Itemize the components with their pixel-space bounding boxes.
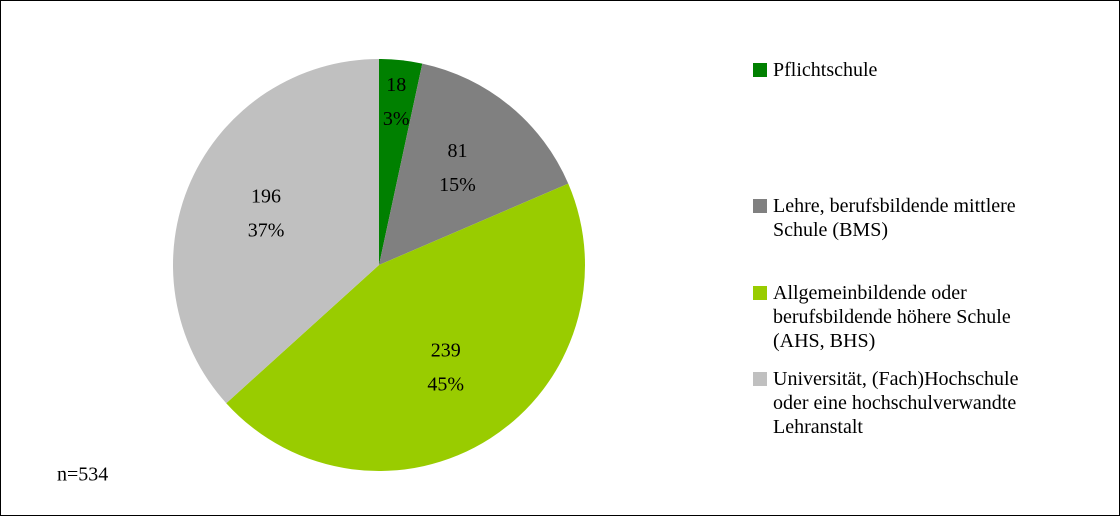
legend-swatch	[753, 199, 767, 213]
value-label: 196	[251, 185, 281, 207]
legend-swatch	[753, 286, 767, 300]
percent-label: 45%	[427, 374, 464, 396]
value-label: 81	[448, 140, 468, 162]
legend-swatch	[753, 63, 767, 77]
legend-item: Pflichtschule	[753, 58, 877, 82]
pie-slice	[379, 63, 569, 266]
percent-label: 3%	[383, 108, 410, 130]
legend-swatch	[753, 372, 767, 386]
pie-slice	[379, 59, 423, 265]
percent-label: 15%	[439, 174, 476, 196]
percent-label: 37%	[248, 219, 285, 241]
legend-label: Allgemeinbildende oder berufsbildende hö…	[773, 282, 1011, 352]
value-label: 239	[431, 340, 461, 362]
note: n=534	[57, 464, 108, 486]
legend-item: Allgemeinbildende oder berufsbildende hö…	[753, 281, 1011, 353]
legend-label: Lehre, berufsbildende mittlere Schule (B…	[773, 195, 1016, 241]
legend-item: Lehre, berufsbildende mittlere Schule (B…	[753, 194, 1016, 242]
legend-label: Universität, (Fach)Hochschule oder eine …	[773, 368, 1019, 438]
value-label: 18	[386, 74, 406, 96]
legend-item: Universität, (Fach)Hochschule oder eine …	[753, 367, 1018, 439]
pie-slice	[173, 59, 379, 404]
legend-label: Pflichtschule	[773, 59, 878, 81]
pie-slice	[226, 183, 586, 472]
